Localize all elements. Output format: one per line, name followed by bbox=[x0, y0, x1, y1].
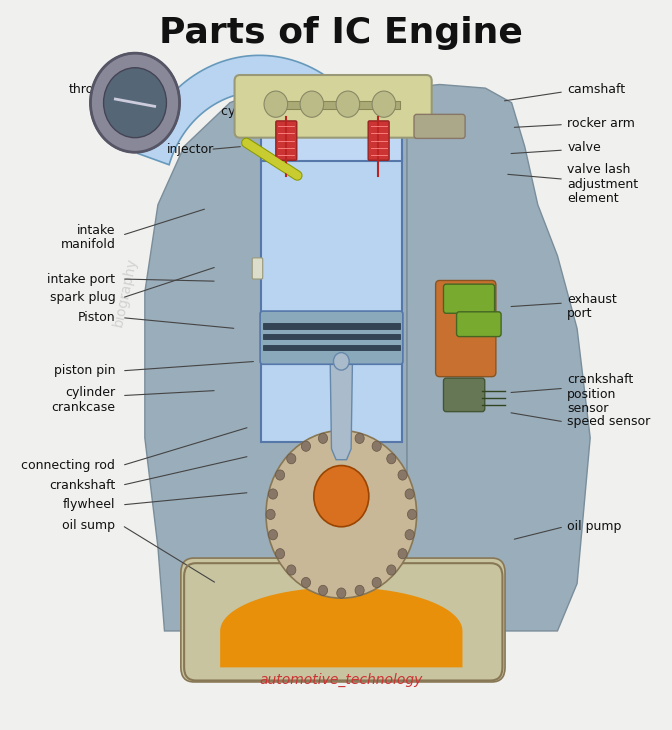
Circle shape bbox=[300, 91, 324, 118]
FancyBboxPatch shape bbox=[252, 258, 263, 279]
Text: throttle: throttle bbox=[69, 83, 116, 96]
Circle shape bbox=[266, 510, 275, 520]
Circle shape bbox=[355, 434, 364, 443]
FancyBboxPatch shape bbox=[263, 345, 401, 350]
Text: connecting rod: connecting rod bbox=[22, 459, 116, 472]
Polygon shape bbox=[407, 85, 590, 631]
Text: valve: valve bbox=[567, 142, 601, 154]
Circle shape bbox=[266, 431, 417, 598]
Text: injector: injector bbox=[167, 143, 214, 155]
Text: oil pump: oil pump bbox=[567, 520, 622, 533]
Circle shape bbox=[276, 549, 285, 558]
FancyBboxPatch shape bbox=[260, 311, 403, 364]
Text: spark plug: spark plug bbox=[50, 291, 116, 304]
FancyBboxPatch shape bbox=[235, 75, 431, 138]
Circle shape bbox=[387, 453, 396, 464]
Circle shape bbox=[398, 470, 407, 480]
Circle shape bbox=[301, 577, 310, 588]
Text: crankshaft: crankshaft bbox=[49, 479, 116, 492]
Circle shape bbox=[276, 470, 285, 480]
Text: exhaust
port: exhaust port bbox=[567, 293, 617, 320]
Text: biography: biography bbox=[340, 388, 368, 459]
FancyBboxPatch shape bbox=[444, 378, 485, 412]
Circle shape bbox=[398, 549, 407, 558]
Circle shape bbox=[405, 530, 414, 539]
Circle shape bbox=[387, 565, 396, 575]
FancyBboxPatch shape bbox=[368, 121, 389, 161]
FancyBboxPatch shape bbox=[266, 101, 401, 110]
FancyBboxPatch shape bbox=[414, 115, 465, 139]
FancyBboxPatch shape bbox=[444, 284, 495, 313]
Circle shape bbox=[372, 577, 381, 588]
Polygon shape bbox=[220, 587, 462, 667]
FancyBboxPatch shape bbox=[261, 110, 403, 161]
Circle shape bbox=[336, 91, 360, 118]
FancyBboxPatch shape bbox=[456, 312, 501, 337]
Text: biography: biography bbox=[111, 256, 139, 328]
Text: oil sump: oil sump bbox=[62, 519, 116, 531]
Text: cylinder
crankcase: cylinder crankcase bbox=[51, 386, 116, 414]
Text: camshaft: camshaft bbox=[567, 83, 626, 96]
Circle shape bbox=[287, 565, 296, 575]
Text: cylinder head: cylinder head bbox=[221, 105, 307, 118]
FancyBboxPatch shape bbox=[261, 158, 403, 442]
Text: speed sensor: speed sensor bbox=[567, 415, 650, 429]
Circle shape bbox=[333, 353, 349, 370]
Text: valve lash
adjustment
element: valve lash adjustment element bbox=[567, 164, 638, 205]
Circle shape bbox=[268, 530, 278, 539]
Polygon shape bbox=[138, 55, 373, 165]
Circle shape bbox=[301, 441, 310, 451]
FancyBboxPatch shape bbox=[276, 121, 297, 161]
FancyBboxPatch shape bbox=[435, 280, 496, 377]
Circle shape bbox=[314, 466, 369, 527]
Circle shape bbox=[268, 489, 278, 499]
Text: Parts of IC Engine: Parts of IC Engine bbox=[159, 17, 523, 50]
Circle shape bbox=[372, 441, 381, 451]
Text: automotive_technology: automotive_technology bbox=[259, 672, 423, 687]
Text: Piston: Piston bbox=[78, 311, 116, 324]
Text: intake port: intake port bbox=[47, 272, 116, 285]
Text: crankshaft
position
sensor: crankshaft position sensor bbox=[567, 373, 634, 415]
Text: cylinder head cover: cylinder head cover bbox=[237, 83, 361, 96]
Circle shape bbox=[405, 489, 414, 499]
Circle shape bbox=[337, 431, 346, 441]
Circle shape bbox=[91, 53, 179, 153]
Text: rocker arm: rocker arm bbox=[567, 117, 635, 130]
Circle shape bbox=[355, 585, 364, 596]
Circle shape bbox=[264, 91, 288, 118]
Circle shape bbox=[407, 510, 417, 520]
Circle shape bbox=[287, 453, 296, 464]
FancyBboxPatch shape bbox=[263, 334, 401, 339]
Polygon shape bbox=[145, 85, 407, 631]
Circle shape bbox=[337, 588, 346, 598]
Text: flywheel: flywheel bbox=[63, 499, 116, 512]
Text: piston pin: piston pin bbox=[54, 364, 116, 377]
Polygon shape bbox=[330, 361, 352, 460]
Circle shape bbox=[319, 434, 327, 443]
Text: intake
manifold: intake manifold bbox=[60, 223, 116, 251]
FancyBboxPatch shape bbox=[263, 323, 401, 328]
Circle shape bbox=[103, 68, 167, 138]
Circle shape bbox=[372, 91, 396, 118]
Circle shape bbox=[319, 585, 327, 596]
FancyBboxPatch shape bbox=[181, 558, 505, 682]
